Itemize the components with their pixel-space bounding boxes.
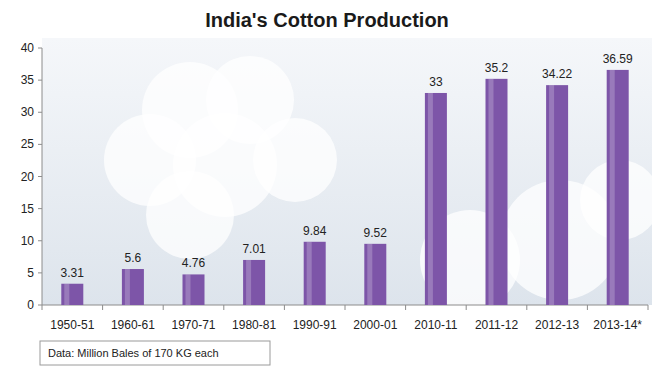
plot-background bbox=[42, 38, 652, 305]
chart-root: India's Cotton Production 0 5 10 15 20 25 30 35 4… bbox=[0, 0, 655, 372]
data-label: 3.31 bbox=[61, 266, 85, 280]
y-tick-label: 25 bbox=[21, 137, 35, 151]
y-tick-label: 15 bbox=[21, 202, 35, 216]
x-tick-label: 1980-81 bbox=[232, 318, 276, 332]
y-tick-label: 20 bbox=[21, 170, 35, 184]
x-tick bbox=[587, 305, 588, 310]
x-tick bbox=[42, 305, 43, 310]
data-label: 9.84 bbox=[303, 224, 327, 238]
x-tick-label: 2013-14* bbox=[593, 318, 642, 332]
x-tick-label: 1950-51 bbox=[50, 318, 94, 332]
data-label: 34.22 bbox=[542, 67, 572, 81]
bar bbox=[607, 70, 629, 305]
y-tick bbox=[38, 240, 42, 241]
bar bbox=[364, 244, 386, 305]
y-tick bbox=[38, 305, 42, 306]
bar-highlight bbox=[125, 269, 130, 305]
x-tick-label: 2000-01 bbox=[353, 318, 397, 332]
y-axis bbox=[42, 48, 43, 305]
x-tick-label: 1970-71 bbox=[171, 318, 215, 332]
bar-highlight bbox=[610, 70, 615, 305]
data-label: 36.59 bbox=[603, 52, 633, 66]
cotton-decoration bbox=[146, 171, 234, 259]
x-tick bbox=[345, 305, 346, 310]
x-tick bbox=[466, 305, 467, 310]
y-tick-label: 10 bbox=[21, 234, 35, 248]
bar bbox=[486, 79, 508, 305]
background bbox=[0, 0, 655, 372]
bar-highlight bbox=[428, 93, 433, 305]
bar-highlight bbox=[186, 274, 191, 305]
y-tick-label: 5 bbox=[27, 266, 34, 280]
y-tick bbox=[38, 208, 42, 209]
data-label: 35.2 bbox=[485, 61, 509, 75]
bar-highlight bbox=[307, 242, 312, 305]
annotation: Data: Million Bales of 170 KG each bbox=[48, 347, 219, 359]
bar bbox=[304, 242, 326, 305]
y-tick bbox=[38, 176, 42, 177]
x-tick bbox=[163, 305, 164, 310]
x-tick bbox=[648, 305, 649, 310]
y-tick bbox=[38, 112, 42, 113]
x-tick bbox=[223, 305, 224, 310]
data-label: 9.52 bbox=[364, 226, 388, 240]
x-tick bbox=[405, 305, 406, 310]
bar-highlight bbox=[246, 260, 251, 305]
data-label: 4.76 bbox=[182, 256, 206, 270]
bar bbox=[122, 269, 144, 305]
bar-highlight bbox=[549, 85, 554, 305]
y-tick bbox=[38, 48, 42, 49]
x-tick-label: 1960-61 bbox=[111, 318, 155, 332]
bar bbox=[243, 260, 265, 305]
y-tick bbox=[38, 144, 42, 145]
x-tick bbox=[284, 305, 285, 310]
y-tick-label: 30 bbox=[21, 105, 35, 119]
bar bbox=[183, 274, 205, 305]
y-tick bbox=[38, 80, 42, 81]
bar bbox=[425, 93, 447, 305]
y-tick-label: 40 bbox=[21, 41, 35, 55]
annotation-box bbox=[40, 341, 270, 365]
bar-highlight bbox=[367, 244, 372, 305]
bar bbox=[61, 284, 83, 305]
x-tick-label: 2011-12 bbox=[475, 318, 518, 332]
x-tick-label: 2012-13 bbox=[535, 318, 579, 332]
data-label: 5.6 bbox=[125, 251, 142, 265]
bar-highlight bbox=[489, 79, 494, 305]
y-tick-label: 35 bbox=[21, 73, 35, 87]
x-tick bbox=[526, 305, 527, 310]
x-tick-label: 1990-91 bbox=[293, 318, 337, 332]
x-tick bbox=[102, 305, 103, 310]
cotton-decoration bbox=[253, 118, 337, 202]
bar bbox=[546, 85, 568, 305]
y-tick bbox=[38, 272, 42, 273]
x-tick-label: 2010-11 bbox=[414, 318, 457, 332]
bar-highlight bbox=[64, 284, 69, 305]
chart-title: India's Cotton Production bbox=[205, 9, 449, 31]
data-label: 7.01 bbox=[242, 242, 266, 256]
data-label: 33 bbox=[429, 75, 443, 89]
y-tick-label: 0 bbox=[27, 298, 34, 312]
